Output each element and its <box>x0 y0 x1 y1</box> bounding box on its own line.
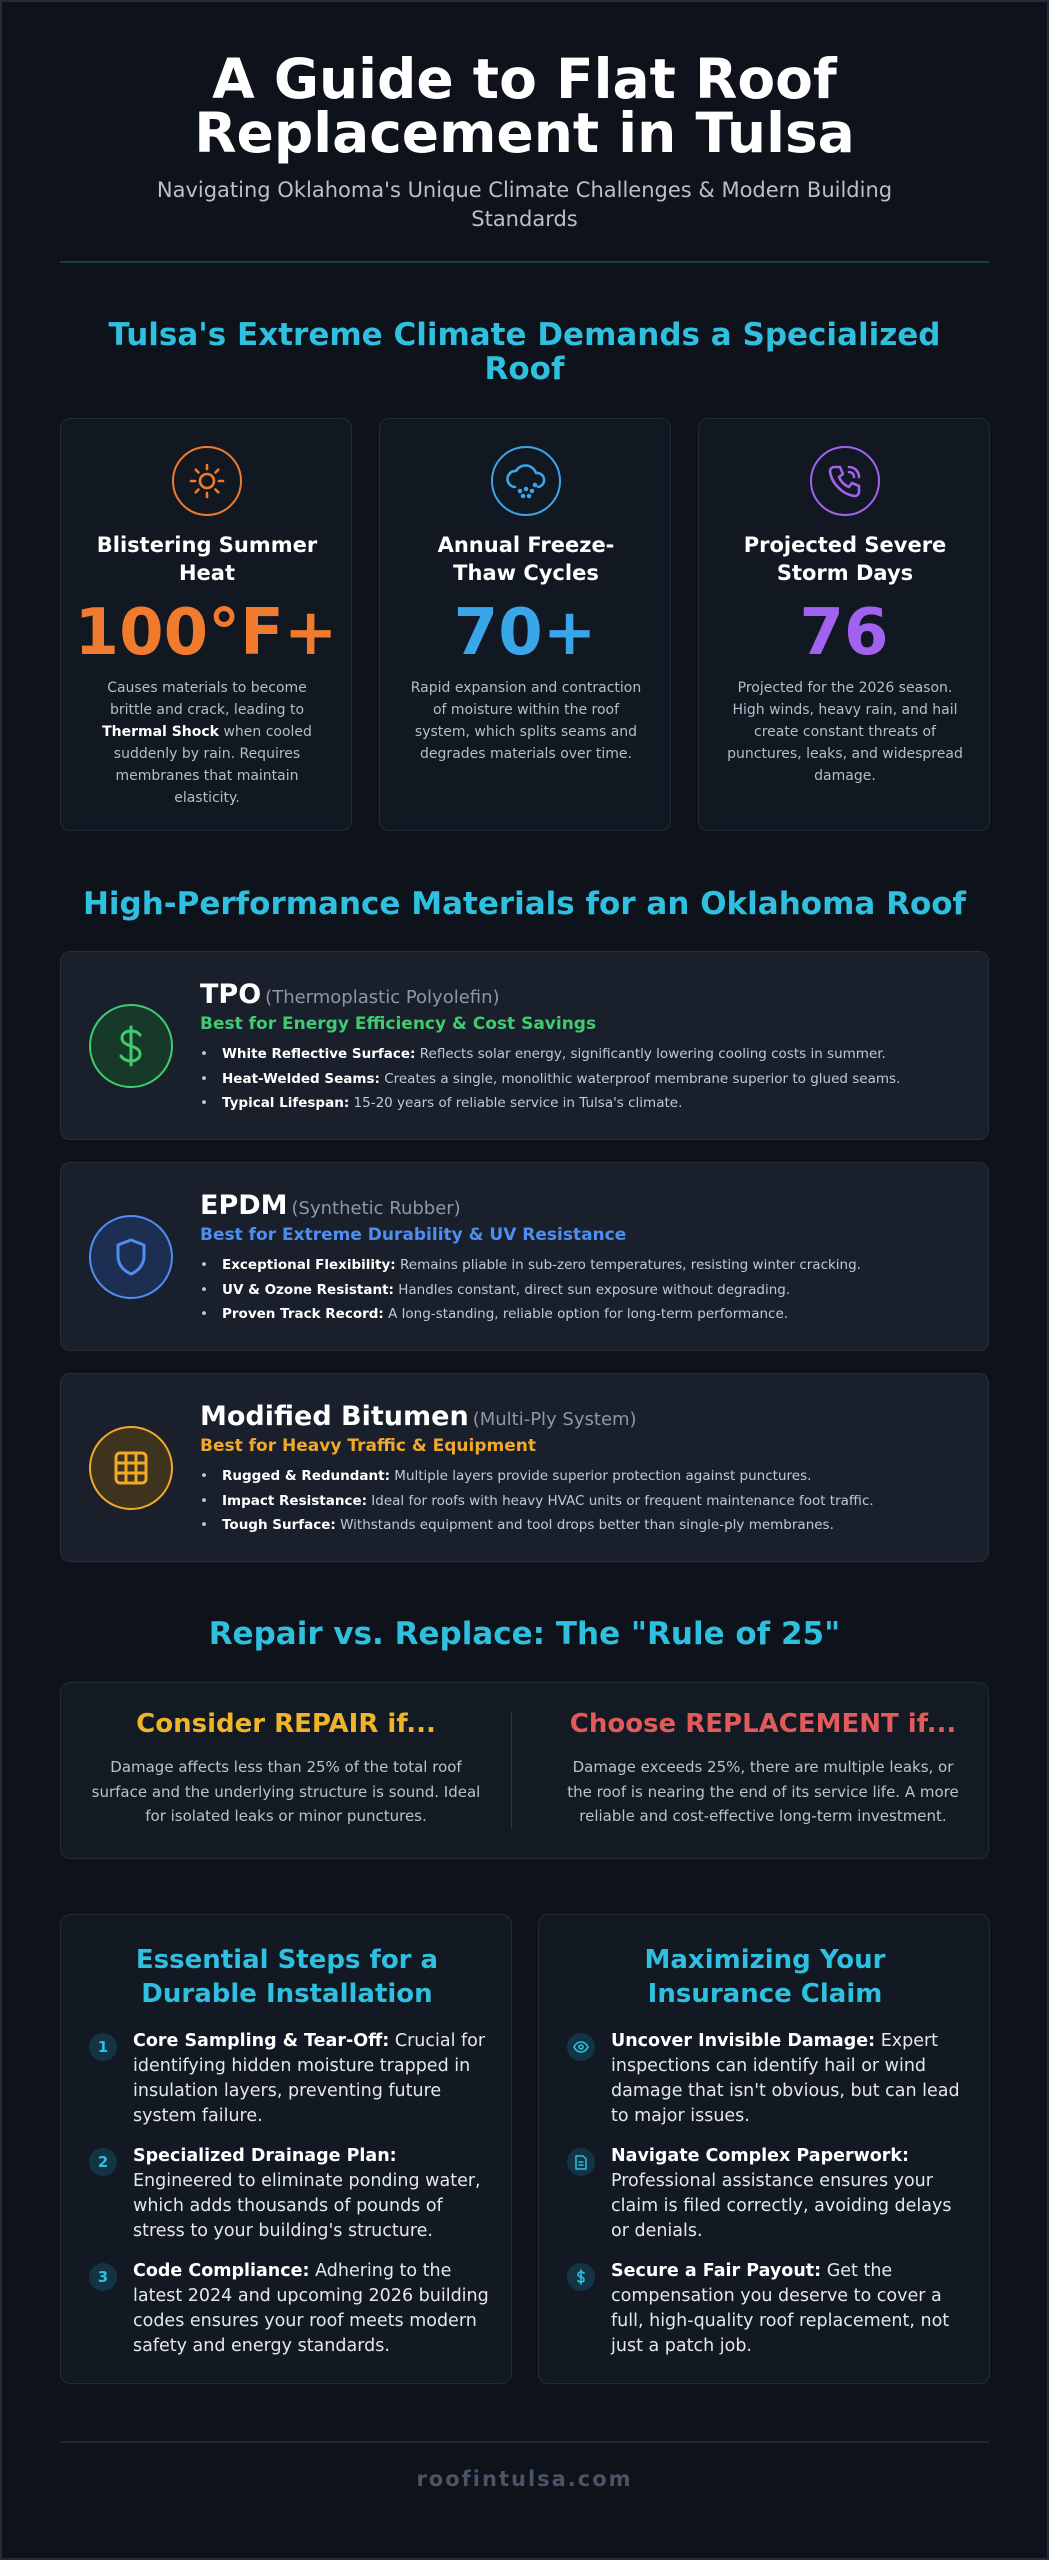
climate-card-description: Projected for the 2026 season. High wind… <box>727 680 963 784</box>
list-item: UV & Ozone Resistant: Handles constant, … <box>200 1278 960 1303</box>
material-points: White Reflective Surface: Reflects solar… <box>200 1042 960 1116</box>
material-points: Exceptional Flexibility: Remains pliable… <box>200 1253 960 1327</box>
replace-text: Damage exceeds 25%, there are multiple l… <box>567 1758 959 1825</box>
repair-column: Consider REPAIR if... Damage affects les… <box>86 1707 486 1829</box>
repair-heading: Consider REPAIR if... <box>136 1709 436 1739</box>
climate-section-title: Tulsa's Extreme Climate Demands a Specia… <box>108 317 941 387</box>
material-name: EPDM (Synthetic Rubber) <box>200 1190 461 1221</box>
climate-card-title: Blistering Summer Heat <box>96 533 318 585</box>
climate-card-number: 76 <box>799 596 889 670</box>
column-divider <box>511 1711 512 1829</box>
material-name: TPO (Thermoplastic Polyolefin) <box>200 979 500 1010</box>
repair-text: Damage affects less than 25% of the tota… <box>91 1758 481 1825</box>
climate-card-storms: Projected Severe Storm Days 76 Projected… <box>698 418 990 831</box>
materials-section-title: High-Performance Materials for an Oklaho… <box>82 886 967 922</box>
material-card-modified-bitumen: Modified Bitumen (Multi-Ply System) Best … <box>60 1373 989 1562</box>
dollar-icon <box>567 2263 595 2291</box>
repair-replace-panel: Consider REPAIR if... Damage affects les… <box>60 1682 989 1859</box>
list-item: Proven Track Record: A long-standing, re… <box>200 1302 960 1327</box>
list-item: Impact Resistance: Ideal for roofs with … <box>200 1489 960 1514</box>
material-best-for: Best for Heavy Traffic & Equipment <box>200 1436 536 1456</box>
list-item: Exceptional Flexibility: Remains pliable… <box>200 1253 960 1278</box>
header-divider <box>60 261 989 263</box>
insurance-title: Maximizing Your Insurance Claim <box>644 1945 886 2009</box>
phone-alert-icon <box>810 446 880 516</box>
shield-icon <box>89 1215 173 1299</box>
sun-icon <box>172 446 242 516</box>
page-title: A Guide to Flat Roof Replacement in Tuls… <box>194 47 855 165</box>
material-best-for: Best for Energy Efficiency & Cost Saving… <box>200 1014 597 1034</box>
dollar-icon <box>89 1004 173 1088</box>
climate-card-title: Projected Severe Storm Days <box>743 533 947 585</box>
material-card-epdm: EPDM (Synthetic Rubber) Best for Extreme … <box>60 1162 989 1351</box>
climate-card-number: 70+ <box>453 596 597 670</box>
eye-icon <box>567 2033 595 2061</box>
climate-card-description: Rapid expansion and contraction of moist… <box>410 680 642 762</box>
material-points: Rugged & Redundant: Multiple layers prov… <box>200 1464 960 1538</box>
list-item: Rugged & Redundant: Multiple layers prov… <box>200 1464 960 1489</box>
climate-card-description: Causes materials to become brittle and c… <box>102 680 312 806</box>
climate-card-freeze: Annual Freeze- Thaw Cycles 70+ Rapid exp… <box>379 418 671 831</box>
grid-icon <box>89 1426 173 1510</box>
list-item: White Reflective Surface: Reflects solar… <box>200 1042 960 1067</box>
step-number-badge: 3 <box>89 2263 117 2291</box>
list-item: Typical Lifespan: 15-20 years of reliabl… <box>200 1091 960 1116</box>
cloud-snow-icon <box>491 446 561 516</box>
footer-site-link[interactable]: roofintulsa.com <box>416 2467 633 2491</box>
climate-card-number: 100°F+ <box>74 596 338 670</box>
footer-divider <box>60 2441 989 2443</box>
page-subtitle: Navigating Oklahoma's Unique Climate Cha… <box>156 178 893 231</box>
document-icon <box>567 2148 595 2176</box>
climate-card-heat: Blistering Summer Heat 100°F+ Causes mat… <box>60 418 352 831</box>
climate-card-title: Annual Freeze- Thaw Cycles <box>437 533 615 585</box>
installation-steps-card: Essential Steps for a Durable Installati… <box>60 1914 512 2384</box>
material-card-tpo: TPO (Thermoplastic Polyolefin) Best for E… <box>60 951 989 1140</box>
list-item: Tough Surface: Withstands equipment and … <box>200 1513 960 1538</box>
step-number-badge: 1 <box>89 2033 117 2061</box>
insurance-claim-card: Maximizing Your Insurance Claim Uncover … <box>538 1914 990 2384</box>
list-item: Heat-Welded Seams: Creates a single, mon… <box>200 1067 960 1092</box>
material-name: Modified Bitumen (Multi-Ply System) <box>200 1401 637 1432</box>
repair-replace-title: Repair vs. Replace: The "Rule of 25" <box>208 1616 841 1652</box>
replace-heading: Choose REPLACEMENT if... <box>569 1709 957 1739</box>
steps-title: Essential Steps for a Durable Installati… <box>135 1945 439 2009</box>
replace-column: Choose REPLACEMENT if... Damage exceeds … <box>563 1707 963 1829</box>
material-best-for: Best for Extreme Durability & UV Resista… <box>200 1225 627 1245</box>
step-number-badge: 2 <box>89 2148 117 2176</box>
